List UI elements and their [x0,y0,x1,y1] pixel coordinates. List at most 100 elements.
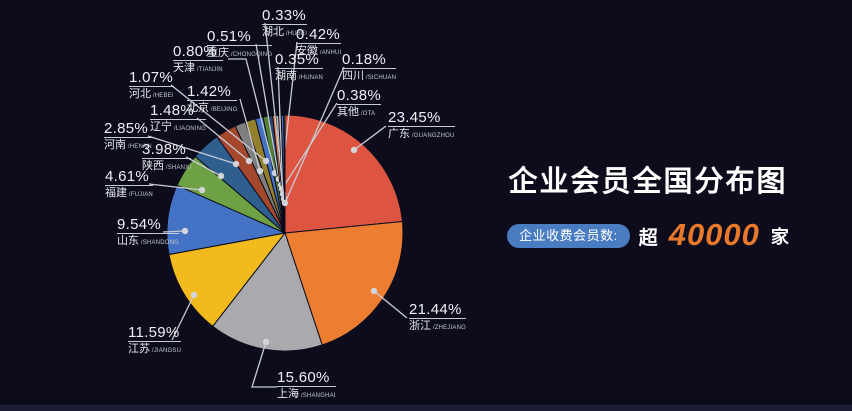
leader-line-guangzhou [353,125,387,151]
leader-line-shanghai [251,341,277,388]
slice-province: 浙江 /ZHEJIANG [409,321,466,332]
label-dot-liaoning [245,157,253,165]
province-pinyin-text: HENAN [129,144,152,150]
province-name: 其他 [337,106,359,118]
province-pinyin: /ZHEJIANG [431,325,467,331]
province-pinyin: /SICHUAN [364,75,397,81]
province-name: 陕西 [142,160,164,172]
label-dot-beijing [256,167,264,175]
slice-label-shanxi: 3.98% 陕西 /SHANXI [142,142,192,172]
stat-badge: 企业收费会员数: [507,224,630,248]
province-pinyin-text: HEBEI [154,93,174,99]
slice-label-zhejiang: 21.44% 浙江 /ZHEJIANG [409,302,467,332]
stat-row: 企业收费会员数: 超 40000 家 [487,217,809,254]
slice-province: 湖南 /HUNAN [275,71,323,82]
leader-line-tianjin [228,58,276,174]
province-pinyin-text: BEIJING [212,107,238,113]
label-dot-jiangsu [190,291,198,299]
province-name: 安徽 [296,45,318,57]
label-dot-hebei [262,157,270,165]
slice-label-ota: 0.38% 其他 /OTA [337,87,382,118]
province-name: 湖南 [275,70,297,82]
slice-label-hubei: 0.33% 湖北 /HUBEI [262,7,308,38]
leader-line-zhejiang [373,290,408,319]
slice-percent: 1.42% [187,84,238,101]
leader-line-hunan [277,66,284,195]
pie-slice-zhejiang[interactable] [284,220,404,346]
slice-province: 广东 /GUANGZHOU [388,129,455,140]
province-name: 河南 [104,139,126,151]
slice-label-anhui: 0.42% 安徽 /ANHUI [296,27,342,57]
province-name: 重庆 [207,47,229,59]
pie-slice-jiangsu[interactable] [168,232,287,328]
slice-province: 湖北 /HUBEI [262,27,307,38]
slice-province: 天津 /TIANJIN [173,63,223,74]
province-pinyin-text: JIANGSU [153,348,182,354]
slice-percent: 4.61% [105,169,153,186]
slice-percent: 1.48% [150,103,207,120]
province-pinyin: /OTA [359,111,376,117]
leader-line-shanxi [185,156,222,177]
slice-percent: 11.59% [128,324,182,342]
slice-province: 山东 /SHANDONG [117,236,179,247]
province-pinyin-text: FUJIAN [130,192,153,198]
pie-slice-guangzhou[interactable] [284,114,403,234]
province-name: 福建 [105,187,127,199]
pie-slice-sichuan[interactable] [283,114,286,234]
pie-slice-shanghai[interactable] [211,231,323,352]
slice-province: 河南 /HENAN [104,140,152,151]
leader-line-beijing [239,98,261,172]
bottom-strip [0,405,852,411]
stat-number: 40000 [668,217,760,252]
leader-line-henan [147,135,237,165]
slice-percent: 15.60% [277,370,336,387]
province-pinyin-text: TIANJIN [198,67,223,73]
province-name: 山东 [117,235,139,247]
slice-percent: 23.45% [388,110,455,127]
slice-province: 福建 /FUJIAN [105,188,153,199]
leader-line-shandong [162,230,186,233]
slice-label-tianjin: 0.80% 天津 /TIANJIN [173,44,223,74]
slice-percent: 9.54% [117,217,180,234]
province-pinyin: /CHONGQING [229,52,273,58]
leader-line-chongqing [255,43,280,180]
province-pinyin: /HUNAN [297,75,324,81]
province-name: 北京 [187,102,209,114]
leader-line-hubei [264,22,285,200]
leader-line-hebei [170,84,267,162]
slice-province: 重庆 /CHONGQING [207,48,272,59]
slice-percent: 0.33% [262,7,308,25]
slice-label-hebei: 1.07% 河北 /HEBEI [129,70,174,100]
slice-percent: 0.38% [337,87,382,105]
province-name: 湖北 [262,26,284,38]
province-name: 四川 [342,70,364,82]
slice-province: 北京 /BEIJING [187,103,237,114]
province-pinyin: /FUJIAN [127,192,153,198]
province-name: 江苏 [128,343,150,355]
label-dot-shanghai [262,338,270,346]
province-pinyin: /BEIJING [209,107,238,113]
label-dot-henan [232,160,240,168]
province-pinyin: /LIAONING [172,126,207,132]
slice-label-liaoning: 1.48% 辽宁 /LIAONING [150,103,207,133]
province-pinyin-text: OTA [362,111,376,117]
province-name: 浙江 [409,320,431,332]
province-pinyin-text: CHONGQING [232,52,273,58]
slice-label-shandong: 9.54% 山东 /SHANDONG [117,217,180,247]
province-pinyin-text: HUBEI [287,31,308,37]
province-pinyin: /SHANXI [164,165,192,171]
slice-percent: 0.80% [173,44,223,61]
province-pinyin: /HEBEI [151,93,174,99]
slice-percent: 2.85% [104,121,152,138]
province-name: 天津 [173,62,195,74]
province-name: 上海 [277,388,299,400]
province-pinyin-text: SHANDONG [142,240,180,246]
summary-panel: 企业会员全国分布图 企业收费会员数: 超 40000 家 [487,0,809,411]
slice-province: 河北 /HEBEI [129,89,174,100]
slice-label-hunan: 0.35% 湖南 /HUNAN [275,52,324,82]
province-pinyin: /ANHUI [318,50,342,56]
slice-label-shanghai: 15.60% 上海 /SHANGHAI [277,370,336,400]
leader-line-sichuan [284,66,345,204]
